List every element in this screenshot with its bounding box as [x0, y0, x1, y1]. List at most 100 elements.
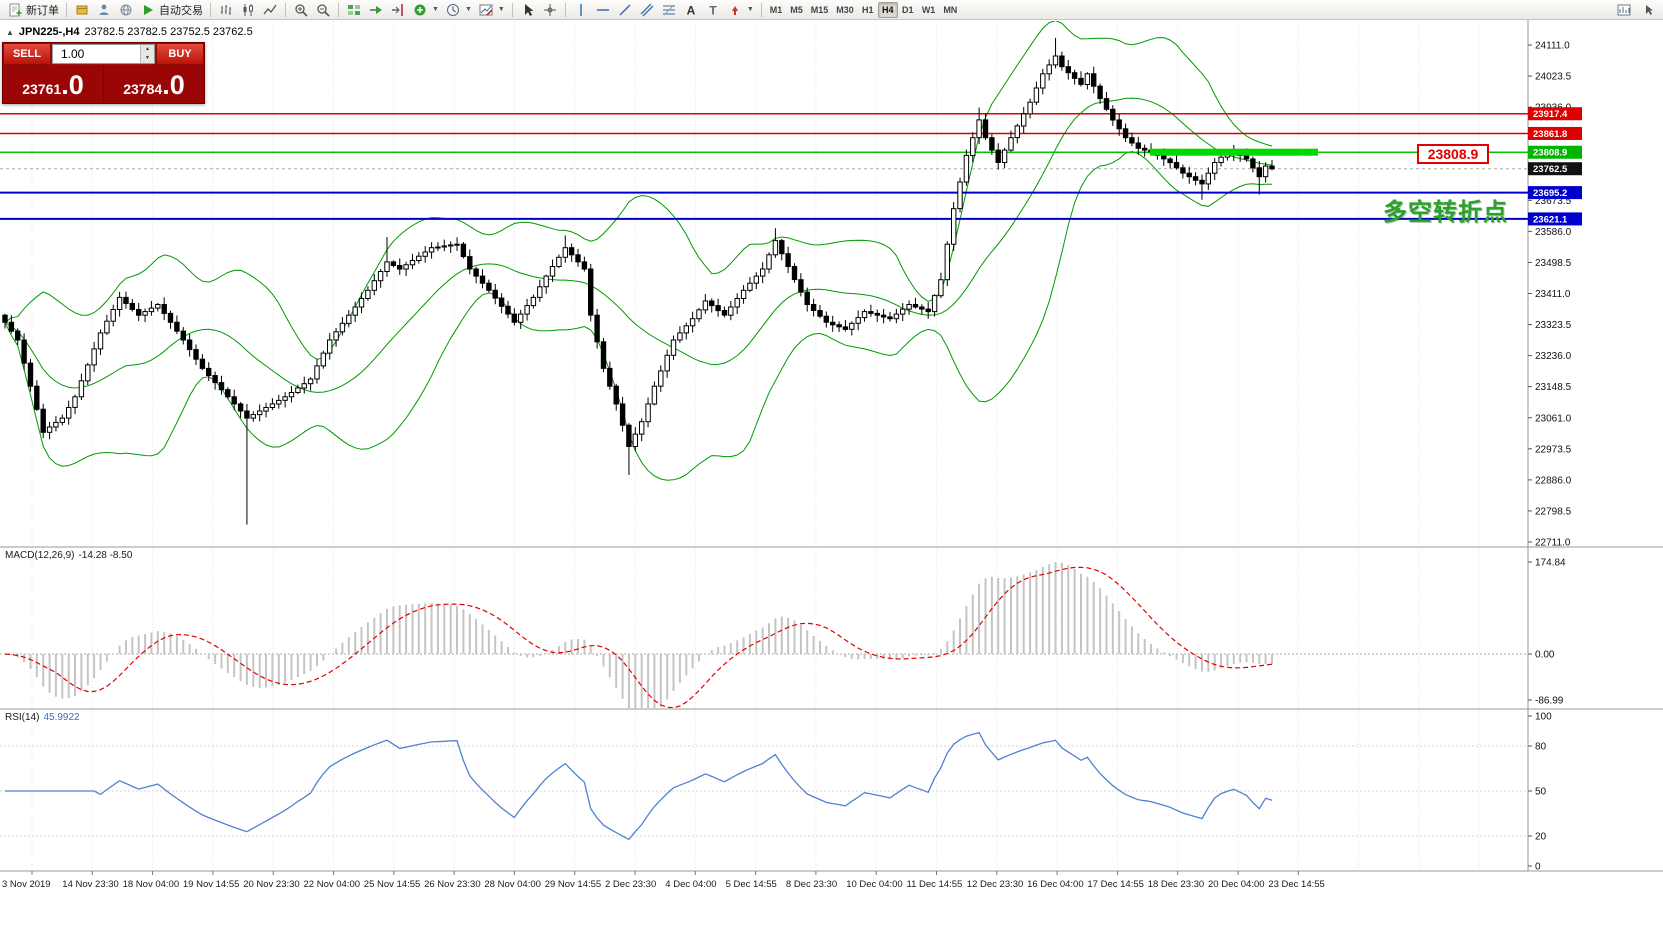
- toolbar-select-button[interactable]: [1637, 1, 1659, 19]
- bar-chart-icon: [221, 4, 231, 15]
- one-click-trading-panel: SELL ▲ ▼ BUY 23761 .0 23784 .0: [2, 42, 205, 104]
- toolbar-indicators-button[interactable]: ▼: [409, 1, 442, 19]
- sell-price[interactable]: 23761 .0: [3, 65, 104, 103]
- price-badge: [1528, 126, 1582, 140]
- toolbar-separator: [285, 2, 286, 17]
- svg-text:26 Nov 23:30: 26 Nov 23:30: [424, 879, 481, 890]
- svg-text:24111.0: 24111.0: [1535, 41, 1570, 52]
- svg-text:23411.0: 23411.0: [1535, 289, 1571, 300]
- toolbar-tile-windows-button[interactable]: [343, 1, 365, 19]
- svg-text:22 Nov 04:00: 22 Nov 04:00: [304, 879, 361, 890]
- support-highlight-bar[interactable]: [1150, 148, 1318, 156]
- vertical-line-icon: [580, 3, 582, 16]
- toolbar-cursor-button[interactable]: [517, 1, 539, 19]
- timeframe-button-mn[interactable]: MN: [939, 2, 961, 18]
- timeframe-button-h1[interactable]: H1: [858, 2, 878, 18]
- svg-text:5 Dec 14:55: 5 Dec 14:55: [726, 879, 777, 890]
- svg-text:14 Nov 23:30: 14 Nov 23:30: [62, 879, 119, 890]
- toolbar-chart-window-button[interactable]: [1613, 1, 1635, 19]
- toolbar-separator: [66, 2, 67, 17]
- chart-canvas[interactable]: 24111.024023.523936.023673.523586.023498…: [0, 20, 1663, 945]
- timeframe-button-m1[interactable]: M1: [766, 2, 787, 18]
- toolbar-zoom-in-button[interactable]: [290, 1, 312, 19]
- rsi-name: RSI(14): [5, 712, 40, 723]
- toolbar-periods-button[interactable]: ▼: [442, 1, 475, 19]
- toolbar-yellow-cube-button[interactable]: [71, 1, 93, 19]
- toolbar-chart-shift-button[interactable]: [387, 1, 409, 19]
- toolbar-arrows-button[interactable]: ▼: [724, 1, 757, 19]
- toolbar-crosshair-button[interactable]: [539, 1, 561, 19]
- svg-text:16 Dec 04:00: 16 Dec 04:00: [1027, 879, 1084, 890]
- volume-up-button[interactable]: ▲: [141, 45, 154, 54]
- svg-text:12 Dec 23:30: 12 Dec 23:30: [967, 879, 1024, 890]
- price-callout-box[interactable]: 23808.9: [1417, 144, 1489, 164]
- svg-text:23917.4: 23917.4: [1533, 109, 1568, 120]
- zoom-in-icon: [295, 3, 308, 17]
- volume-input[interactable]: [53, 45, 140, 63]
- toolbar-separator: [564, 2, 566, 17]
- text-icon: A: [686, 3, 695, 17]
- svg-text:23148.5: 23148.5: [1535, 382, 1572, 393]
- timeframe-button-h4[interactable]: H4: [877, 1, 898, 18]
- sell-price-frac: .0: [61, 70, 84, 100]
- toolbar: 新订单 自动交易 ▼ ▼ ▼ A T ▼ M1 M5 M15 M30 H1 H4 D1 W1 MN: [0, 0, 1663, 20]
- toolbar-zoom-out-button[interactable]: [312, 1, 334, 19]
- fibonacci-icon: [662, 4, 675, 15]
- svg-text:20 Nov 23:30: 20 Nov 23:30: [243, 879, 300, 890]
- buy-price-int: 23784: [123, 81, 163, 97]
- toolbar-separator: [210, 2, 211, 17]
- toolbar-fibonacci-button[interactable]: [658, 1, 680, 19]
- toolbar-bar-chart-button[interactable]: [215, 1, 237, 19]
- play-icon: [144, 4, 153, 15]
- toolbar-candlestick-chart-button[interactable]: [237, 1, 259, 19]
- toolbar-globe-button[interactable]: [115, 1, 137, 19]
- timeframe-button-m30[interactable]: M30: [832, 2, 858, 18]
- cursor-icon: [524, 3, 534, 16]
- auto-scroll-icon: [370, 5, 382, 14]
- buy-button[interactable]: BUY: [156, 43, 204, 65]
- toolbar-label-button[interactable]: T: [702, 1, 724, 19]
- svg-text:20 Dec 04:00: 20 Dec 04:00: [1208, 879, 1265, 890]
- toolbar-line-chart-button[interactable]: [259, 1, 281, 19]
- svg-text:24023.5: 24023.5: [1535, 72, 1572, 83]
- toolbar-play-button[interactable]: 自动交易: [137, 1, 206, 19]
- symbol-name: JPN225-,H4: [18, 26, 80, 38]
- svg-text:22711.0: 22711.0: [1535, 538, 1571, 549]
- toolbar-person-button[interactable]: [93, 1, 115, 19]
- timeframe-button-w1[interactable]: W1: [918, 2, 940, 18]
- toolbar-templates-button[interactable]: ▼: [475, 1, 508, 19]
- periods-icon: [446, 3, 459, 16]
- toolbar-separator: [760, 2, 762, 17]
- svg-text:23861.8: 23861.8: [1533, 129, 1567, 140]
- toolbar-separator: [511, 2, 513, 17]
- svg-text:23061.0: 23061.0: [1535, 413, 1572, 424]
- volume-down-button[interactable]: ▼: [141, 54, 154, 63]
- toolbar-new-order-button[interactable]: 新订单: [4, 1, 62, 19]
- svg-text:22886.0: 22886.0: [1535, 475, 1572, 486]
- svg-text:11 Dec 14:55: 11 Dec 14:55: [907, 879, 963, 890]
- toolbar-vertical-line-button[interactable]: [570, 1, 592, 19]
- zoom-out-icon: [317, 3, 330, 17]
- toolbar-auto-scroll-button[interactable]: [365, 1, 387, 19]
- svg-text:3 Nov 2019: 3 Nov 2019: [2, 879, 51, 890]
- macd-label: MACD(12,26,9) -14.28 -8.50: [5, 550, 132, 561]
- timeframe-button-m5[interactable]: M5: [786, 2, 807, 18]
- toolbar-trendline-button[interactable]: [614, 1, 636, 19]
- toolbar-text-button[interactable]: A: [680, 1, 702, 19]
- play-icon-label: 自动交易: [159, 4, 203, 17]
- price-badge: [1528, 107, 1582, 121]
- svg-text:23498.5: 23498.5: [1535, 258, 1572, 269]
- svg-text:23323.5: 23323.5: [1535, 320, 1572, 331]
- symbol-ohlc: 23782.5 23782.5 23752.5 23762.5: [84, 26, 253, 38]
- timeframe-button-m15[interactable]: M15: [807, 2, 833, 18]
- buy-price[interactable]: 23784 .0: [104, 65, 204, 103]
- toolbar-horizontal-line-button[interactable]: [592, 1, 614, 19]
- select-icon: [1646, 4, 1653, 15]
- sell-button[interactable]: SELL: [3, 43, 51, 65]
- toolbar-channel-button[interactable]: [636, 1, 658, 19]
- chart-window-icon: [1617, 4, 1631, 15]
- indicators-icon: [414, 4, 426, 15]
- candlestick-series: [2, 37, 1275, 525]
- svg-text:23673.5: 23673.5: [1535, 196, 1572, 207]
- timeframe-button-d1[interactable]: D1: [898, 2, 918, 18]
